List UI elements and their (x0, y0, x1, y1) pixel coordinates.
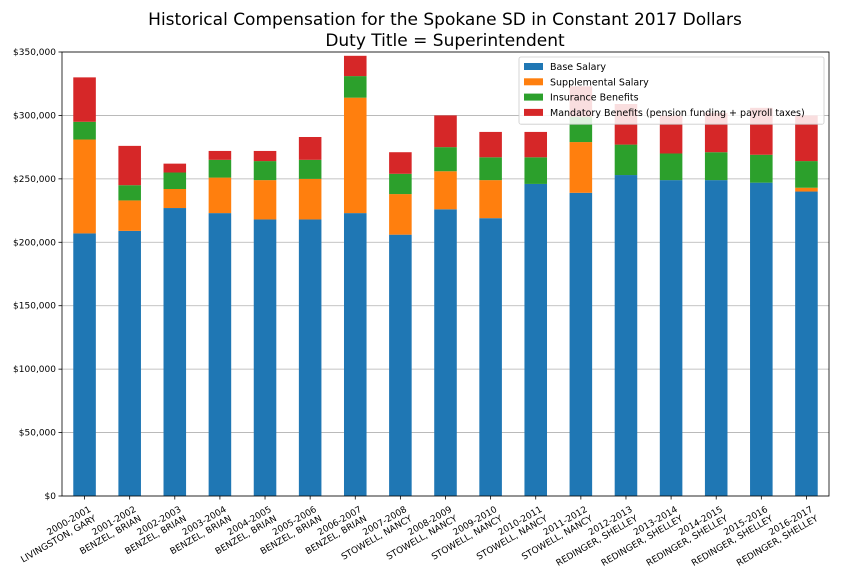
bar-segment (750, 154, 773, 183)
bar-segment (659, 180, 683, 496)
legend-label: Supplemental Salary (550, 77, 649, 88)
bar-segment (118, 230, 141, 496)
bar-segment (298, 178, 322, 220)
y-tick-label: $150,000 (13, 302, 56, 312)
bar-segment (163, 172, 187, 190)
y-axis: $0 $50,000 $100,000 $150,000 $200,000 $250,00… (13, 48, 62, 502)
bar-segment (569, 192, 593, 496)
bar-segment (795, 191, 818, 497)
bar-segment (73, 233, 96, 497)
bar-segment (389, 173, 412, 195)
y-tick-label: $250,000 (13, 175, 56, 185)
bar-segment (795, 187, 818, 192)
bar-segment (434, 147, 457, 172)
bar-segment (73, 77, 96, 122)
bar-segment (389, 152, 412, 174)
bar-segment (479, 218, 502, 496)
bar-segment (343, 76, 367, 98)
bar-segment (73, 139, 96, 234)
legend-swatch (524, 78, 543, 86)
bar-segment (479, 131, 502, 158)
y-tick-label: $350,000 (13, 48, 56, 58)
bar-segment (524, 183, 548, 496)
legend-label: Insurance Benefits (550, 93, 639, 104)
bar-segment (389, 194, 412, 235)
legend-label: Mandatory Benefits (pension funding + pa… (550, 108, 805, 119)
legend-label: Base Salary (550, 62, 606, 73)
bar-segment (118, 145, 141, 186)
y-tick-label: $50,000 (19, 429, 56, 439)
bar-segment (208, 213, 232, 496)
bar-segment (659, 115, 683, 154)
bar-segment (434, 115, 457, 148)
legend-box (518, 56, 825, 125)
bar-segment (524, 131, 548, 158)
bar-segment (434, 171, 457, 210)
legend: Base Salary Supplemental Salary Insurance … (518, 56, 825, 125)
bar-segment (704, 180, 728, 496)
bar-segment (208, 159, 232, 178)
bar-segment (343, 213, 367, 496)
legend-swatch (524, 63, 543, 70)
legend-swatch (524, 108, 543, 116)
y-tick-label: $200,000 (13, 238, 56, 248)
bar-segment (208, 150, 232, 160)
bar-segment (118, 185, 141, 201)
chart-subtitle: Duty Title = Superintendent (325, 31, 565, 51)
bar-segment (795, 115, 818, 162)
bar-segment (659, 153, 683, 181)
bar-segment (795, 161, 818, 188)
y-tick-label: $0 (45, 492, 57, 502)
bar-segment (208, 177, 232, 214)
legend-swatch (524, 93, 543, 101)
bar-segment (479, 180, 502, 219)
bar-segment (434, 209, 457, 496)
bar-segment (569, 142, 593, 193)
bar-segment (389, 234, 412, 496)
bar-segment (298, 219, 322, 497)
bar-segment (343, 97, 367, 214)
y-tick-label: $100,000 (13, 365, 56, 375)
bar-segment (118, 200, 141, 231)
bar-segment (479, 157, 502, 181)
bar-segment (73, 121, 96, 140)
bar-segment (343, 55, 367, 77)
bars (73, 55, 818, 497)
x-tick-label: 2000-2001LIVINGSTON, GARY (14, 505, 99, 566)
bar-segment (524, 157, 548, 184)
bar-segment (614, 175, 638, 496)
bar-segment (253, 219, 277, 497)
bar-segment (298, 159, 322, 179)
bar-segment (163, 163, 187, 173)
bar-segment (704, 152, 728, 181)
bar-segment (298, 136, 322, 160)
chart-title: Historical Compensation for the Spokane … (148, 10, 742, 30)
bar-segment (163, 189, 187, 209)
y-tick-label: $300,000 (13, 111, 56, 121)
bar-segment (253, 150, 277, 162)
bar-segment (750, 182, 773, 497)
x-axis: 2000-2001LIVINGSTON, GARY2001-2002BENZEL… (14, 496, 821, 569)
bar-segment (253, 180, 277, 220)
bar-segment (614, 144, 638, 176)
bar-segment (253, 161, 277, 181)
bar-segment (163, 208, 187, 496)
